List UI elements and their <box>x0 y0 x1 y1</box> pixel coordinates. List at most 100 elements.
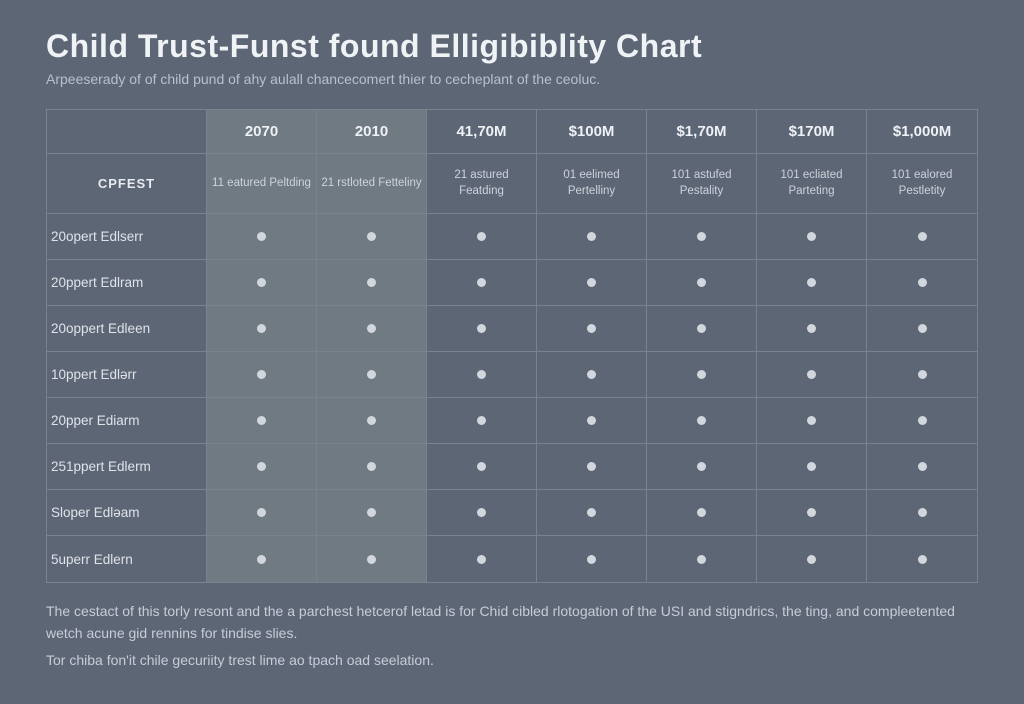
dot-icon <box>918 324 927 333</box>
dot-icon <box>367 462 376 471</box>
col-subheader: 01 eelimed Pertelliny <box>537 154 647 214</box>
dot-icon <box>918 278 927 287</box>
data-cell <box>317 444 427 490</box>
data-cell <box>317 214 427 260</box>
data-cell <box>647 536 757 582</box>
data-cell <box>207 260 317 306</box>
col-subheader: 101 ealored Pestletity <box>867 154 977 214</box>
page-subtitle: Arpeeserady of of child pund of ahy aula… <box>46 71 978 87</box>
col-header: 2070 <box>207 110 317 154</box>
data-cell <box>757 214 867 260</box>
data-cell <box>757 398 867 444</box>
dot-icon <box>587 278 596 287</box>
row-label: 20opert Edlserr <box>47 214 207 260</box>
data-cell <box>647 260 757 306</box>
footer-line-1: The cestact of this torly resont and the… <box>46 601 978 644</box>
data-cell <box>427 490 537 536</box>
row-label: 20oppert Edleen <box>47 306 207 352</box>
dot-icon <box>697 232 706 241</box>
dot-icon <box>477 462 486 471</box>
dot-icon <box>587 416 596 425</box>
dot-icon <box>587 370 596 379</box>
dot-icon <box>918 416 927 425</box>
dot-icon <box>587 324 596 333</box>
dot-icon <box>367 324 376 333</box>
dot-icon <box>807 416 816 425</box>
dot-icon <box>257 508 266 517</box>
dot-icon <box>367 508 376 517</box>
dot-icon <box>257 416 266 425</box>
dot-icon <box>367 555 376 564</box>
row-label: 251ppert Edlerm <box>47 444 207 490</box>
data-cell <box>427 398 537 444</box>
dot-icon <box>697 462 706 471</box>
dot-icon <box>918 462 927 471</box>
col-subheader: 101 astufed Pestality <box>647 154 757 214</box>
dot-icon <box>477 278 486 287</box>
dot-icon <box>807 232 816 241</box>
dot-icon <box>807 324 816 333</box>
col-header: 41,70M <box>427 110 537 154</box>
dot-icon <box>257 370 266 379</box>
page-title: Child Trust-Funst found Elligibiblity Ch… <box>46 28 978 65</box>
data-cell <box>207 490 317 536</box>
data-cell <box>647 214 757 260</box>
dot-icon <box>367 232 376 241</box>
data-cell <box>757 352 867 398</box>
data-cell <box>867 352 977 398</box>
col-subheader: 21 rstloted Fetteliny <box>317 154 427 214</box>
data-cell <box>537 260 647 306</box>
data-cell <box>757 306 867 352</box>
dot-icon <box>477 232 486 241</box>
dot-icon <box>807 555 816 564</box>
data-cell <box>427 260 537 306</box>
data-cell <box>647 490 757 536</box>
dot-icon <box>367 416 376 425</box>
col-header: $1,000M <box>867 110 977 154</box>
data-cell <box>317 352 427 398</box>
data-cell <box>317 490 427 536</box>
dot-icon <box>807 462 816 471</box>
dot-icon <box>367 278 376 287</box>
data-cell <box>317 306 427 352</box>
data-cell <box>207 352 317 398</box>
dot-icon <box>477 370 486 379</box>
data-cell <box>317 398 427 444</box>
data-cell <box>537 306 647 352</box>
dot-icon <box>918 555 927 564</box>
col-header: $170M <box>757 110 867 154</box>
row-label: 5uperr Edlern <box>47 536 207 582</box>
col-header: 2010 <box>317 110 427 154</box>
dot-icon <box>477 555 486 564</box>
col-subheader: 21 astured Featding <box>427 154 537 214</box>
dot-icon <box>697 278 706 287</box>
dot-icon <box>697 324 706 333</box>
dot-icon <box>257 462 266 471</box>
data-cell <box>317 260 427 306</box>
data-cell <box>427 306 537 352</box>
data-cell <box>207 444 317 490</box>
data-cell <box>427 444 537 490</box>
dot-icon <box>697 508 706 517</box>
dot-icon <box>807 508 816 517</box>
data-cell <box>427 352 537 398</box>
data-cell <box>867 490 977 536</box>
dot-icon <box>807 370 816 379</box>
dot-icon <box>918 232 927 241</box>
col-header: $100M <box>537 110 647 154</box>
data-cell <box>757 490 867 536</box>
dot-icon <box>918 370 927 379</box>
dot-icon <box>697 416 706 425</box>
data-cell <box>757 536 867 582</box>
data-cell <box>537 444 647 490</box>
row-label: 20ppert Edlram <box>47 260 207 306</box>
dot-icon <box>257 278 266 287</box>
data-cell <box>757 444 867 490</box>
dot-icon <box>477 416 486 425</box>
data-cell <box>207 536 317 582</box>
data-cell <box>647 306 757 352</box>
data-cell <box>537 490 647 536</box>
dot-icon <box>257 555 266 564</box>
data-cell <box>207 306 317 352</box>
data-cell <box>647 352 757 398</box>
